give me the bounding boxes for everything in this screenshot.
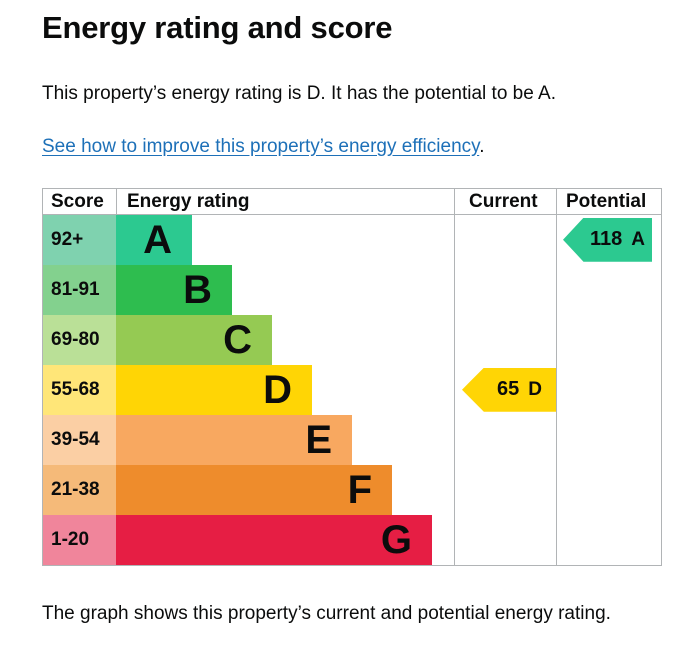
current-band-letter: D — [528, 378, 542, 400]
band-letter-e: E — [305, 417, 332, 462]
current-cell-a — [454, 214, 556, 265]
band-row-c: 69-80 C — [43, 314, 661, 365]
rating-bar-area-c: C — [116, 314, 454, 365]
rating-bar-c: C — [116, 314, 272, 365]
rating-bar-area-d: D — [116, 364, 454, 415]
energy-rating-table: Score Energy rating Current Potential 92… — [42, 187, 662, 566]
table-header-row: Score Energy rating Current Potential — [43, 188, 661, 215]
rating-bar-f: F — [116, 464, 392, 515]
improve-link-line: See how to improve this property’s energ… — [42, 136, 660, 158]
rating-bar-area-f: F — [116, 464, 454, 515]
column-header-rating: Energy rating — [116, 188, 454, 214]
potential-cell-g — [556, 514, 661, 565]
rating-bar-area-e: E — [116, 414, 454, 465]
potential-cell-f — [556, 464, 661, 515]
rating-bar-b: B — [116, 264, 232, 315]
page-title: Energy rating and score — [42, 10, 393, 45]
score-range-g: 1-20 — [43, 514, 116, 565]
rating-bar-a: A — [116, 214, 192, 265]
band-row-b: 81-91 B — [43, 264, 661, 315]
current-score-value: 65 — [497, 378, 520, 401]
band-row-d: 55-68 D 65 D — [43, 364, 661, 415]
potential-cell-a: 118 A — [556, 214, 661, 265]
epc-page: Energy rating and score This property’s … — [0, 10, 695, 625]
rating-bar-area-g: G — [116, 514, 454, 565]
potential-cell-d — [556, 364, 661, 415]
potential-cell-c — [556, 314, 661, 365]
current-cell-f — [454, 464, 556, 515]
rating-bar-area-a: A — [116, 214, 454, 265]
band-row-g: 1-20 G — [43, 514, 661, 565]
rating-bar-d: D — [116, 364, 312, 415]
column-header-score: Score — [51, 190, 104, 212]
improve-efficiency-link[interactable]: See how to improve this property’s energ… — [42, 135, 480, 157]
potential-band-letter: A — [631, 228, 645, 250]
potential-cell-e — [556, 414, 661, 465]
rating-bar-e: E — [116, 414, 352, 465]
band-rows: 92+ A 118 A 81-91 B 69-80 C 55-68 D 65 D 39-54 E 21-38… — [43, 214, 661, 565]
score-range-a: 92+ — [43, 214, 116, 265]
current-cell-e — [454, 414, 556, 465]
column-header-potential: Potential — [556, 188, 661, 214]
band-letter-a: A — [143, 217, 172, 262]
band-letter-g: G — [380, 517, 412, 562]
current-cell-g — [454, 514, 556, 565]
score-range-f: 21-38 — [43, 464, 116, 515]
band-row-f: 21-38 F — [43, 464, 661, 515]
potential-score-value: 118 — [590, 228, 623, 251]
band-letter-d: D — [263, 367, 292, 412]
graph-description: The graph shows this property’s current … — [42, 602, 611, 624]
column-header-current: Current — [454, 188, 556, 214]
current-cell-c — [454, 314, 556, 365]
score-range-d: 55-68 — [43, 364, 116, 415]
current-cell-b — [454, 264, 556, 315]
band-row-e: 39-54 E — [43, 414, 661, 465]
score-range-e: 39-54 — [43, 414, 116, 465]
rating-bar-area-b: B — [116, 264, 454, 315]
link-suffix: . — [479, 135, 485, 157]
current-rating-arrow: 65 D — [462, 367, 557, 412]
potential-cell-b — [556, 264, 661, 315]
band-letter-f: F — [347, 467, 372, 512]
rating-bar-g: G — [116, 514, 432, 565]
band-letter-b: B — [183, 267, 212, 312]
score-range-c: 69-80 — [43, 314, 116, 365]
score-range-b: 81-91 — [43, 264, 116, 315]
band-letter-c: C — [223, 317, 252, 362]
rating-summary-text: This property’s energy rating is D. It h… — [42, 83, 556, 104]
current-cell-d: 65 D — [454, 364, 557, 415]
band-row-a: 92+ A 118 A — [43, 214, 661, 265]
potential-rating-arrow: 118 A — [563, 217, 652, 262]
